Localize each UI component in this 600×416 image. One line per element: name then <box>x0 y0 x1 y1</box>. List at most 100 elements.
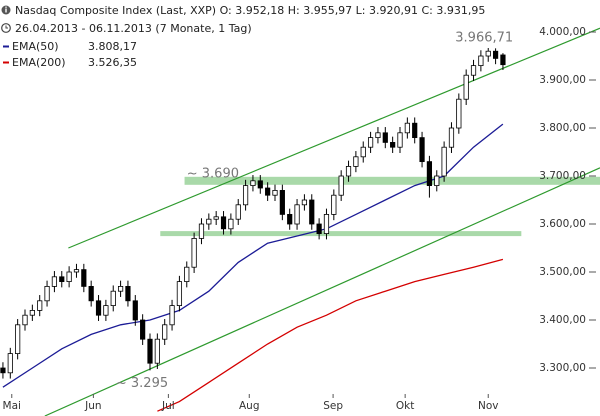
candle <box>426 155 433 198</box>
ema-line <box>157 258 504 412</box>
candle-body <box>456 98 462 129</box>
candle-body <box>309 199 315 225</box>
candle-body <box>279 190 285 215</box>
candle <box>382 127 388 149</box>
candle-body <box>95 300 102 316</box>
candle <box>154 333 160 369</box>
candle-body <box>441 146 447 177</box>
candle <box>81 263 87 293</box>
candle <box>456 93 462 134</box>
candle <box>500 53 506 70</box>
candle <box>331 189 337 221</box>
x-tick-label: Okt <box>396 400 414 412</box>
candle-body <box>323 214 330 235</box>
candle <box>37 295 43 317</box>
candle-body <box>29 310 35 316</box>
candle-body <box>434 175 440 187</box>
candle-body <box>404 122 410 134</box>
x-tick-label: Nov <box>478 400 499 412</box>
candle <box>448 122 455 153</box>
y-tick-label: 4.000,00 <box>539 26 586 38</box>
candle-body <box>390 142 396 148</box>
legend-name: EMA(200) <box>12 56 66 69</box>
candle <box>110 285 116 312</box>
candle <box>213 211 219 225</box>
x-tick-label: Mai <box>3 400 21 412</box>
candle-body <box>294 204 300 225</box>
y-tick-label: 3.600,00 <box>539 218 586 230</box>
candle-body <box>15 324 21 355</box>
candle <box>441 141 447 182</box>
candle-body <box>345 166 352 177</box>
y-tick-label: 3.400,00 <box>539 314 586 326</box>
legend-value: 3.808,17 <box>88 40 137 53</box>
annotation: ~ 3.690 <box>187 166 239 181</box>
annotation: 3.966,71 <box>455 30 513 45</box>
candle-body <box>470 65 477 76</box>
candle <box>367 131 374 153</box>
candle-body <box>44 286 50 302</box>
chart-title: Nasdaq Composite Index (Last, XXP) O: 3.… <box>15 4 485 17</box>
candle-body <box>117 286 124 292</box>
candle-body <box>250 180 256 187</box>
candle-body <box>419 137 425 163</box>
candle <box>29 304 35 321</box>
candle-body <box>235 204 241 220</box>
candle-body <box>169 305 175 326</box>
candle <box>485 47 491 62</box>
candle-body <box>331 194 337 215</box>
candle <box>7 347 13 379</box>
candle <box>463 69 469 105</box>
candle-body <box>485 50 491 57</box>
trend-line <box>68 27 600 249</box>
candle <box>191 232 197 273</box>
candle-body <box>397 132 403 148</box>
candle <box>419 131 425 168</box>
chart-subtitle: 26.04.2013 - 06.11.2013 (7 Monate, 1 Tag… <box>15 22 252 35</box>
candle-body <box>500 54 506 66</box>
candle-body <box>59 276 65 283</box>
legend-value: 3.526,35 <box>88 56 137 69</box>
candle <box>235 199 241 225</box>
candle <box>132 295 138 326</box>
candle-body <box>492 50 499 59</box>
ema-line <box>2 123 504 388</box>
candle-body <box>301 199 308 206</box>
candle <box>66 266 72 288</box>
candle <box>125 280 131 307</box>
candle <box>176 275 183 312</box>
candle <box>492 48 499 65</box>
background-layer <box>160 176 600 237</box>
candle <box>301 194 308 211</box>
candle-body <box>272 190 278 196</box>
y-tick-label: 3.300,00 <box>539 362 586 374</box>
x-tick-label: Sep <box>323 400 343 412</box>
annotation: ~ 3.295 <box>116 376 168 391</box>
candle-body <box>257 180 263 189</box>
candle-body <box>213 216 219 220</box>
candle-body <box>360 146 366 158</box>
candle <box>412 117 418 144</box>
candle-body <box>338 175 344 196</box>
candle-body <box>132 300 138 321</box>
candle-body <box>353 156 359 167</box>
candle <box>279 184 285 221</box>
candle-body <box>110 290 116 307</box>
candle-body <box>242 185 249 206</box>
candle-body <box>198 223 205 239</box>
candle-body <box>375 132 381 139</box>
candle <box>220 211 227 235</box>
candle <box>250 175 256 192</box>
candle <box>0 362 6 379</box>
candle <box>323 208 330 240</box>
candle <box>345 160 352 182</box>
x-tick-label: Aug <box>239 400 260 412</box>
candle <box>404 117 410 139</box>
candle-body <box>220 216 227 230</box>
candle-body <box>463 74 469 100</box>
candle <box>206 213 212 230</box>
candle <box>162 319 168 345</box>
y-tick-label: 3.800,00 <box>539 122 586 134</box>
candle <box>73 263 80 278</box>
